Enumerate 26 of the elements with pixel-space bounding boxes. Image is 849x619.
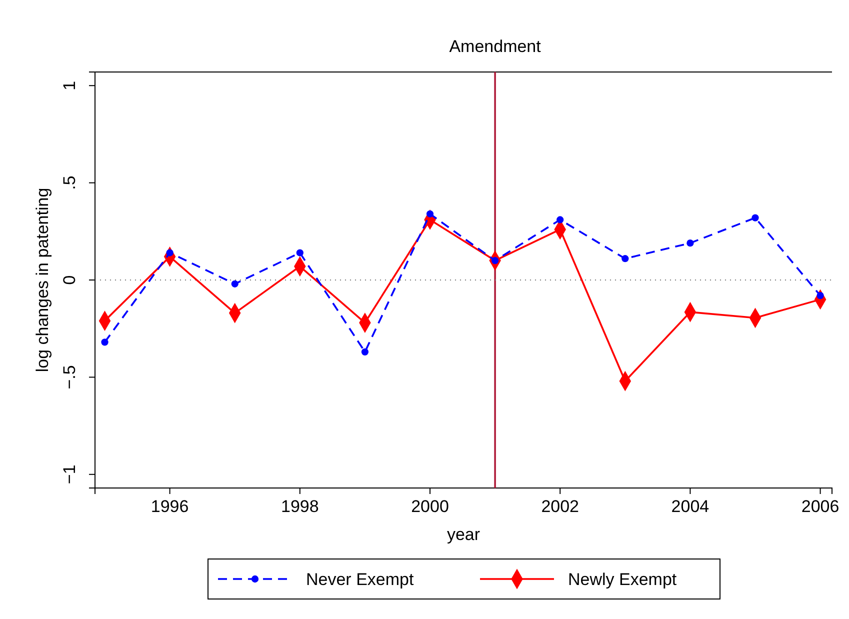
x-tick-label: 2002 [541,497,580,516]
y-tick-label: .5 [60,176,79,190]
y-tick-label: −.5 [60,365,79,390]
x-tick-label: 2006 [801,497,840,516]
point [556,216,564,224]
legend-label: Never Exempt [306,570,414,589]
point [166,249,174,256]
point [231,280,238,288]
x-axis-title: year [446,525,480,544]
point [296,249,304,256]
point [101,338,108,346]
y-axis-title: log changes in patenting [33,188,52,372]
y-tick-label: 0 [60,275,79,285]
point [361,348,369,356]
point [622,255,629,262]
y-tick-label: −1 [60,464,79,484]
point [752,214,759,222]
legend-label: Newly Exempt [568,570,677,589]
y-tick-label: 1 [60,80,79,90]
point [426,210,434,218]
x-tick-label: 2004 [671,497,710,516]
ref-line-label: Amendment [449,37,542,56]
point [686,240,694,247]
x-tick-label: 1996 [150,497,189,516]
x-tick-label: 2000 [411,497,449,516]
x-tick-label: 1998 [280,497,319,516]
